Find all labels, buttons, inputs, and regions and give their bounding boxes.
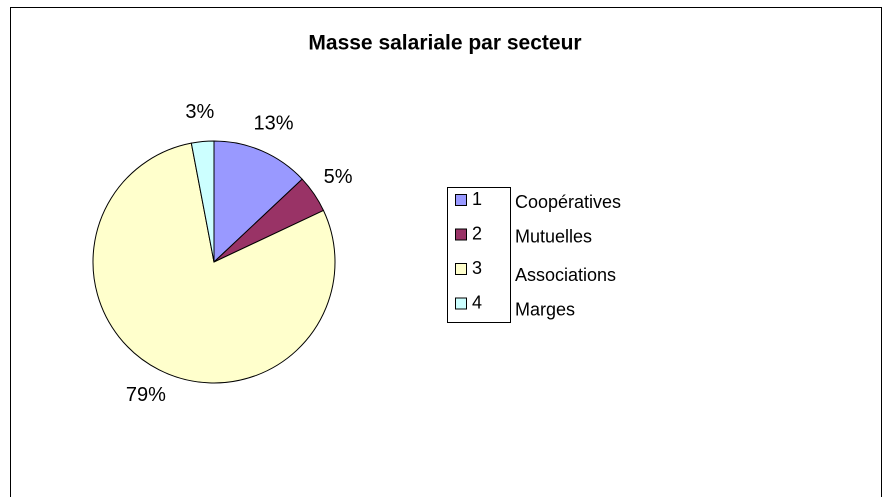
data-label: 3% (185, 101, 214, 123)
legend-swatch (455, 297, 467, 310)
legend-label: 3 (472, 258, 482, 278)
data-label: 79% (126, 384, 166, 406)
legend-label: 4 (472, 292, 482, 312)
legend-swatch (455, 194, 467, 206)
legend-swatch (455, 228, 467, 241)
legend-swatch (455, 263, 467, 275)
legend-label: 2 (472, 223, 482, 243)
chart-title: Masse salariale par secteur (308, 32, 581, 55)
pie-slice (213, 140, 303, 264)
pie-slice (190, 140, 215, 263)
annotation: Associations (515, 265, 616, 285)
annotation: Mutuelles (515, 226, 592, 246)
data-label: 13% (254, 113, 294, 135)
data-label: 5% (324, 166, 353, 188)
annotation: Marges (515, 299, 575, 319)
legend-label: 1 (472, 189, 482, 209)
annotation: Coopératives (515, 192, 621, 212)
pie-slice (92, 142, 336, 384)
